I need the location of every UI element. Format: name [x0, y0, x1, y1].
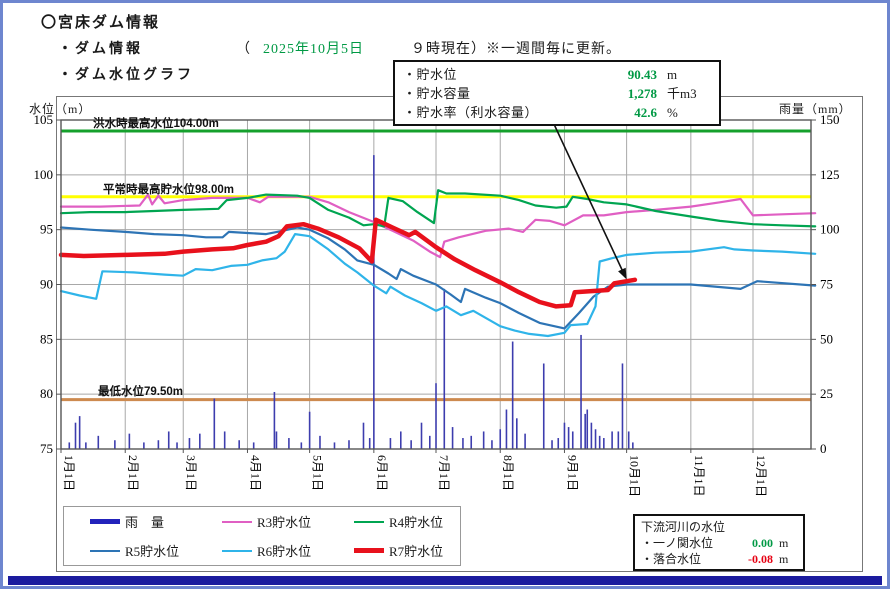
info-unit: 千m3 [667, 86, 697, 101]
y-axis-right-tick: 150 [820, 112, 840, 127]
legend-swatch-icon [222, 520, 252, 523]
x-axis-tick: 12月1日 [754, 455, 768, 497]
river-unit: m [779, 552, 789, 566]
river-value: 0.00 [752, 536, 773, 550]
annotation-arrow [552, 121, 625, 275]
info-label: ・貯水位 [403, 67, 458, 82]
x-axis-tick: 9月1日 [565, 455, 579, 491]
legend-swatch-icon [90, 549, 120, 552]
paren-open: （ [236, 42, 250, 57]
legend-label: R6貯水位 [257, 544, 312, 559]
y-axis-right-tick: 125 [820, 167, 840, 182]
river-value: -0.08 [748, 552, 773, 566]
legend-label: R4貯水位 [389, 515, 444, 530]
legend-label: 雨 量 [125, 515, 165, 530]
annotation-arrowhead [618, 267, 627, 280]
info-unit: m [667, 67, 678, 82]
y-axis-right-label: 雨量（mm） [779, 102, 852, 116]
info-value: 42.6 [634, 105, 657, 120]
y-axis-left-tick: 75 [40, 441, 53, 456]
downstream-river-box: 下流河川の水位 ・一ノ関水位 0.00 m ・落合水位 -0.08 m [633, 514, 805, 571]
y-axis-right-tick: 0 [820, 441, 827, 456]
chart-legend: 雨 量 R3貯水位 R4貯水位 R5貯水位 R6貯水位 R7貯水位 [63, 506, 461, 566]
x-axis-tick: 8月1日 [501, 455, 515, 491]
series-line [58, 217, 638, 309]
info-row: ・貯水位 90.43 m [403, 64, 711, 83]
series-line [59, 189, 817, 228]
legend-swatch-icon [354, 520, 384, 523]
x-axis-tick: 3月1日 [184, 455, 198, 491]
river-label: ・落合水位 [641, 552, 702, 566]
reference-line-label: 洪水時最高水位104.00m [93, 116, 219, 130]
update-date: 2025年10月5日 [263, 42, 364, 57]
river-box-title: 下流河川の水位 [641, 520, 726, 534]
x-axis-tick: 7月1日 [437, 455, 451, 491]
y-axis-left-tick: 80 [40, 386, 53, 401]
x-axis-tick: 11月1日 [692, 455, 706, 497]
y-axis-left-tick: 100 [34, 167, 54, 182]
graph-heading: ・ダム水位グラフ [58, 66, 194, 82]
info-row: ・貯水率（利水容量） 42.6% [403, 102, 711, 121]
info-label: ・貯水率（利水容量） [403, 105, 539, 120]
y-axis-left-tick: 105 [34, 112, 54, 127]
legend-item: R4貯水位 [328, 512, 460, 531]
x-axis-tick: 2月1日 [126, 455, 140, 491]
x-axis-tick: 4月1日 [248, 455, 262, 491]
info-value: 1,278 [627, 86, 657, 101]
legend-label: R3貯水位 [257, 515, 312, 530]
y-axis-left-tick: 95 [40, 222, 53, 237]
update-note: ９時現在）※一週間毎に更新。 [411, 42, 621, 57]
reference-line-label: 平常時最高貯水位98.00m [103, 182, 234, 196]
legend-item: R7貯水位 [328, 541, 460, 560]
x-axis-tick: 5月1日 [311, 455, 325, 491]
legend-label: R7貯水位 [389, 544, 444, 559]
y-axis-right-tick: 50 [820, 331, 833, 346]
river-unit: m [779, 536, 789, 550]
legend-item: R5貯水位 [64, 541, 196, 560]
x-axis-tick: 1月1日 [62, 455, 76, 491]
dam-info-heading: ・ダム情報 [58, 40, 143, 56]
reference-line-label: 最低水位79.50m [98, 384, 183, 398]
legend-swatch-icon [222, 549, 252, 552]
river-row: ・落合水位 -0.08 m [641, 550, 797, 566]
y-axis-right-tick: 100 [820, 222, 840, 237]
y-axis-left-tick: 90 [40, 277, 53, 292]
y-axis-left-tick: 85 [40, 331, 53, 346]
legend-swatch-icon [90, 519, 120, 524]
y-axis-right-tick: 75 [820, 277, 833, 292]
x-axis-tick: 6月1日 [375, 455, 389, 491]
legend-item: R6貯水位 [196, 541, 328, 560]
info-value: 90.43 [627, 67, 657, 82]
river-row: ・一ノ関水位 0.00 m [641, 534, 797, 550]
info-label: ・貯水容量 [403, 86, 471, 101]
river-label: ・一ノ関水位 [641, 536, 714, 550]
series-line [59, 226, 817, 330]
x-axis-tick: 10月1日 [628, 455, 642, 497]
bottom-divider-bar [8, 576, 882, 585]
y-axis-left-label: 水位（m） [29, 102, 92, 116]
legend-swatch-icon [354, 548, 384, 553]
legend-item: R3貯水位 [196, 512, 328, 531]
legend-item: 雨 量 [64, 512, 196, 531]
page-title: 〇宮床ダム情報 [41, 14, 161, 31]
y-axis-right-tick: 25 [820, 386, 833, 401]
legend-label: R5貯水位 [125, 544, 180, 559]
info-unit: % [667, 105, 678, 120]
dam-level-chart: 105 100 95 90 85 80 75 150 125 100 75 50 25 0 1月1日 2月1日… [34, 112, 840, 497]
series-line [59, 233, 817, 338]
info-row: ・貯水容量 1,278 千m3 [403, 83, 711, 102]
reservoir-info-box: ・貯水位 90.43 m ・貯水容量 1,278 千m3 ・貯水率（利水容量） 42.6% [393, 60, 721, 126]
